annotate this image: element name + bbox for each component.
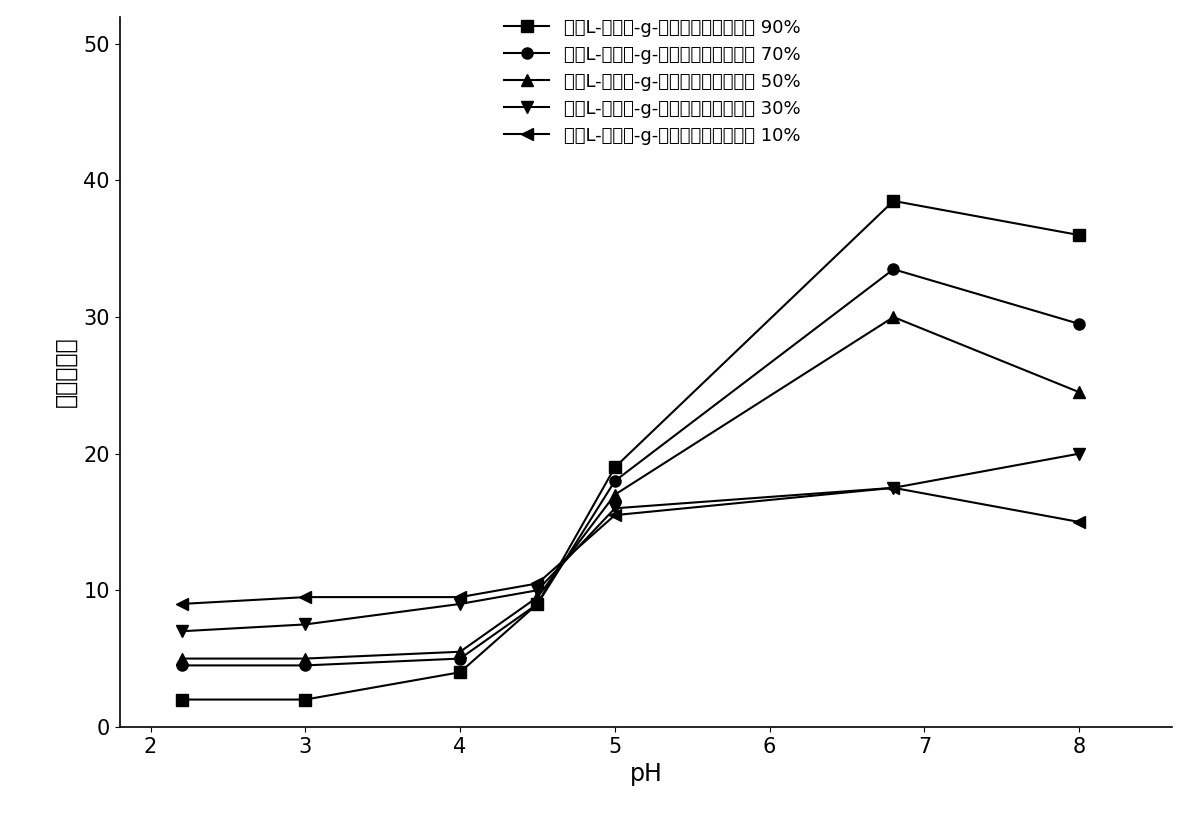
聚（L-谷氨酸-g-甲基丙烯酸羟乙酯） 70% (1072, 319, 1086, 329)
聚（L-谷氨酸-g-甲基丙烯酸羟乙酯） 90% (1072, 230, 1086, 240)
聚（L-谷氨酸-g-甲基丙烯酸羟乙酯） 70% (886, 264, 901, 274)
聚（L-谷氨酸-g-甲基丙烯酸羟乙酯） 50% (886, 312, 901, 322)
聚（L-谷氨酸-g-甲基丙烯酸羟乙酯） 70% (175, 661, 189, 671)
聚（L-谷氨酸-g-甲基丙烯酸羟乙酯） 30% (608, 503, 622, 513)
Legend: 聚（L-谷氨酸-g-甲基丙烯酸羟乙酯） 90%, 聚（L-谷氨酸-g-甲基丙烯酸羟乙酯） 70%, 聚（L-谷氨酸-g-甲基丙烯酸羟乙酯） 50%, 聚（L-谷: 聚（L-谷氨酸-g-甲基丙烯酸羟乙酯） 90%, 聚（L-谷氨酸-g-甲基丙烯酸… (498, 12, 807, 152)
聚（L-谷氨酸-g-甲基丙烯酸羟乙酯） 30% (1072, 449, 1086, 458)
聚（L-谷氨酸-g-甲基丙烯酸羟乙酯） 50% (530, 592, 544, 602)
聚（L-谷氨酸-g-甲基丙烯酸羟乙酯） 10% (608, 510, 622, 520)
聚（L-谷氨酸-g-甲基丙烯酸羟乙酯） 90% (453, 667, 468, 677)
聚（L-谷氨酸-g-甲基丙烯酸羟乙酯） 30% (530, 586, 544, 596)
聚（L-谷氨酸-g-甲基丙烯酸羟乙酯） 90% (530, 599, 544, 609)
聚（L-谷氨酸-g-甲基丙烯酸羟乙酯） 90% (175, 695, 189, 705)
Line: 聚（L-谷氨酸-g-甲基丙烯酸羟乙酯） 70%: 聚（L-谷氨酸-g-甲基丙烯酸羟乙酯） 70% (176, 263, 1085, 671)
Line: 聚（L-谷氨酸-g-甲基丙烯酸羟乙酯） 90%: 聚（L-谷氨酸-g-甲基丙烯酸羟乙酯） 90% (176, 196, 1085, 705)
X-axis label: pH: pH (629, 762, 663, 786)
聚（L-谷氨酸-g-甲基丙烯酸羟乙酯） 50% (1072, 387, 1086, 397)
Line: 聚（L-谷氨酸-g-甲基丙烯酸羟乙酯） 30%: 聚（L-谷氨酸-g-甲基丙烯酸羟乙酯） 30% (176, 449, 1085, 637)
聚（L-谷氨酸-g-甲基丙烯酸羟乙酯） 10% (453, 592, 468, 602)
聚（L-谷氨酸-g-甲基丙烯酸羟乙酯） 50% (298, 653, 312, 663)
Line: 聚（L-谷氨酸-g-甲基丙烯酸羟乙酯） 10%: 聚（L-谷氨酸-g-甲基丙烯酸羟乙酯） 10% (176, 482, 1085, 610)
聚（L-谷氨酸-g-甲基丙烯酸羟乙酯） 30% (886, 483, 901, 493)
聚（L-谷氨酸-g-甲基丙烯酸羟乙酯） 70% (530, 599, 544, 609)
聚（L-谷氨酸-g-甲基丙烯酸羟乙酯） 30% (453, 599, 468, 609)
聚（L-谷氨酸-g-甲基丙烯酸羟乙酯） 50% (453, 647, 468, 657)
聚（L-谷氨酸-g-甲基丙烯酸羟乙酯） 90% (298, 695, 312, 705)
聚（L-谷氨酸-g-甲基丙烯酸羟乙酯） 30% (298, 620, 312, 629)
聚（L-谷氨酸-g-甲基丙烯酸羟乙酯） 90% (886, 196, 901, 206)
聚（L-谷氨酸-g-甲基丙烯酸羟乙酯） 70% (608, 476, 622, 486)
聚（L-谷氨酸-g-甲基丙烯酸羟乙酯） 50% (608, 490, 622, 500)
聚（L-谷氨酸-g-甲基丙烯酸羟乙酯） 10% (1072, 517, 1086, 527)
聚（L-谷氨酸-g-甲基丙烯酸羟乙酯） 90% (608, 463, 622, 472)
聚（L-谷氨酸-g-甲基丙烯酸羟乙酯） 70% (298, 661, 312, 671)
Line: 聚（L-谷氨酸-g-甲基丙烯酸羟乙酯） 50%: 聚（L-谷氨酸-g-甲基丙烯酸羟乙酯） 50% (176, 311, 1085, 664)
Y-axis label: 平衡溶胀率: 平衡溶胀率 (54, 336, 78, 407)
聚（L-谷氨酸-g-甲基丙烯酸羟乙酯） 50% (175, 653, 189, 663)
聚（L-谷氨酸-g-甲基丙烯酸羟乙酯） 10% (530, 578, 544, 588)
聚（L-谷氨酸-g-甲基丙烯酸羟乙酯） 10% (175, 599, 189, 609)
聚（L-谷氨酸-g-甲基丙烯酸羟乙酯） 10% (886, 483, 901, 493)
聚（L-谷氨酸-g-甲基丙烯酸羟乙酯） 70% (453, 653, 468, 663)
聚（L-谷氨酸-g-甲基丙烯酸羟乙酯） 10% (298, 592, 312, 602)
聚（L-谷氨酸-g-甲基丙烯酸羟乙酯） 30% (175, 626, 189, 636)
